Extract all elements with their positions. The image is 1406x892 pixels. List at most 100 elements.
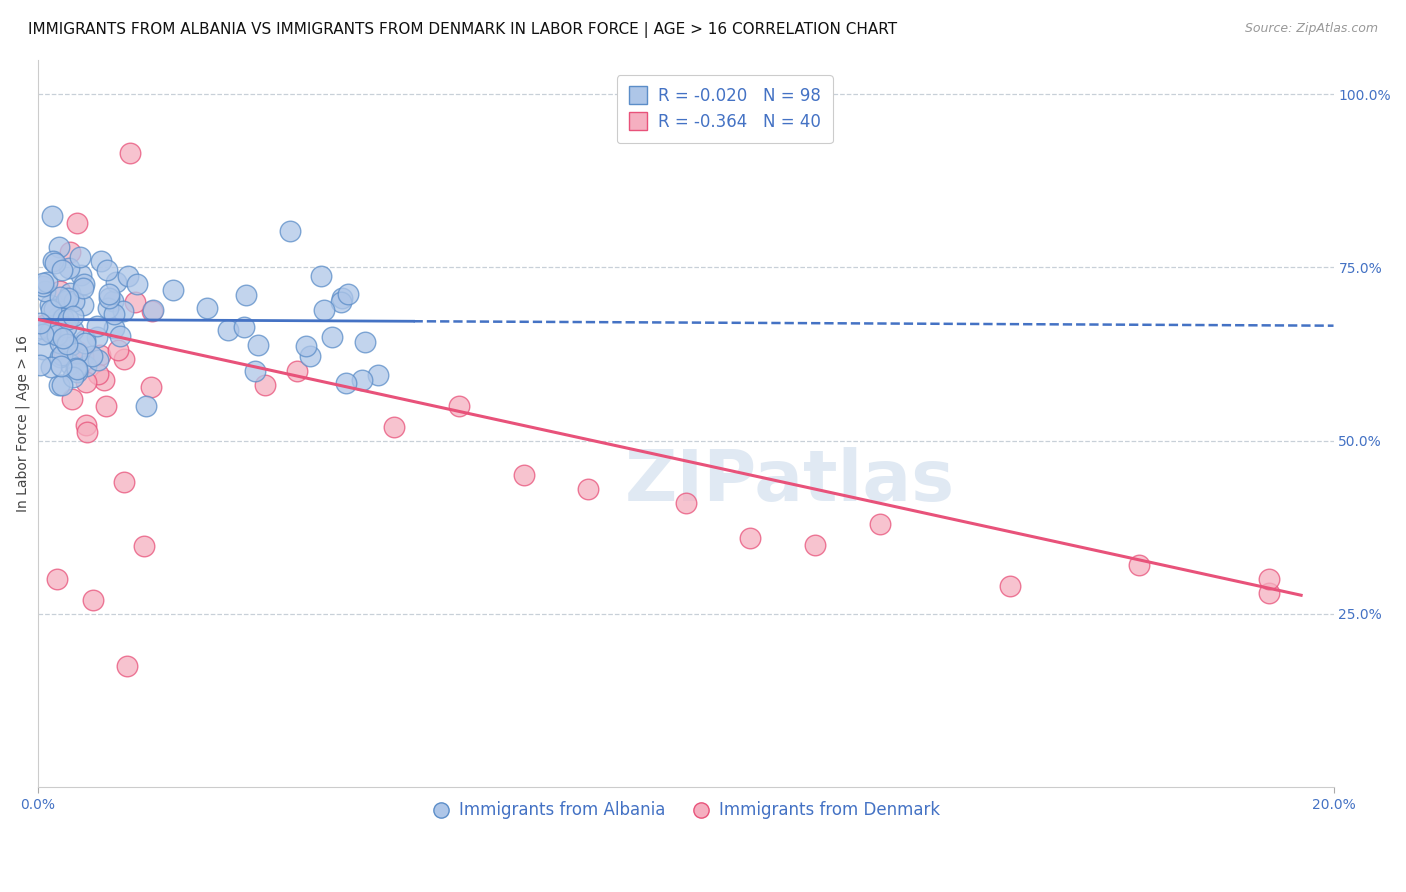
Point [101, 294, 124, 309]
Point [59, 285, 82, 300]
Point [58, 260, 80, 275]
Point [141, 304, 163, 318]
Point [32, 342, 55, 356]
Point [330, 294, 353, 309]
Point [309, 268, 332, 283]
Point [98, 291, 121, 305]
Point [34, 284, 56, 298]
Point [354, 334, 377, 349]
Point [332, 291, 354, 305]
Point [49, 359, 72, 373]
Point [73, 333, 96, 347]
Point [135, 399, 157, 413]
Legend: Immigrants from Albania, Immigrants from Denmark: Immigrants from Albania, Immigrants from… [425, 795, 946, 826]
Point [112, 475, 135, 489]
Point [115, 659, 138, 673]
Point [39, 303, 62, 318]
Text: IMMIGRANTS FROM ALBANIA VS IMMIGRANTS FROM DENMARK IN LABOR FORCE | AGE > 16 COR: IMMIGRANTS FROM ALBANIA VS IMMIGRANTS FR… [28, 22, 897, 38]
Point [62, 370, 84, 384]
Point [87, 367, 110, 381]
Point [139, 380, 162, 394]
Point [28, 316, 51, 330]
Point [51, 348, 73, 362]
Point [39, 326, 62, 340]
Point [253, 378, 276, 392]
Point [69, 268, 91, 283]
Point [38, 298, 60, 312]
Point [247, 338, 270, 352]
Point [1128, 558, 1150, 573]
Point [38, 325, 60, 339]
Point [28, 359, 51, 373]
Point [48, 240, 70, 254]
Point [89, 347, 111, 361]
Point [46, 310, 69, 324]
Point [56, 336, 79, 351]
Point [82, 593, 104, 607]
Point [41, 209, 63, 223]
Point [298, 349, 321, 363]
Point [103, 320, 125, 334]
Point [52, 332, 75, 346]
Point [65, 360, 87, 375]
Point [31, 326, 53, 341]
Point [75, 418, 97, 433]
Point [336, 286, 359, 301]
Point [280, 224, 302, 238]
Point [72, 298, 94, 312]
Point [90, 253, 112, 268]
Point [108, 329, 131, 343]
Point [48, 378, 70, 392]
Point [55, 320, 77, 334]
Point [60, 338, 83, 352]
Point [49, 291, 72, 305]
Point [52, 331, 75, 345]
Point [59, 357, 82, 371]
Point [51, 263, 73, 277]
Point [76, 425, 98, 439]
Point [59, 245, 82, 260]
Point [132, 540, 155, 554]
Text: Source: ZipAtlas.com: Source: ZipAtlas.com [1244, 22, 1378, 36]
Point [28, 321, 51, 335]
Point [75, 359, 97, 373]
Point [124, 295, 146, 310]
Point [56, 291, 79, 305]
Point [48, 335, 70, 350]
Point [62, 322, 84, 336]
Point [32, 277, 55, 291]
Point [195, 301, 218, 315]
Point [66, 216, 89, 230]
Point [112, 351, 135, 366]
Point [75, 375, 97, 389]
Point [44, 256, 66, 270]
Point [56, 312, 79, 326]
Point [96, 263, 118, 277]
Point [66, 365, 89, 379]
Point [512, 468, 534, 483]
Point [37, 275, 59, 289]
Point [367, 368, 389, 383]
Point [37, 320, 59, 334]
Point [39, 360, 62, 375]
Point [72, 281, 94, 295]
Point [998, 579, 1021, 593]
Point [675, 496, 697, 510]
Point [80, 349, 103, 363]
Point [46, 572, 69, 586]
Point [66, 345, 89, 359]
Point [98, 286, 121, 301]
Point [294, 338, 316, 352]
Point [45, 327, 67, 342]
Point [94, 399, 117, 413]
Point [1257, 586, 1279, 600]
Point [1257, 572, 1279, 586]
Point [32, 279, 55, 293]
Point [111, 304, 134, 318]
Point [53, 334, 76, 348]
Point [103, 307, 125, 321]
Point [117, 269, 139, 284]
Point [162, 284, 184, 298]
Point [142, 302, 165, 317]
Point [60, 392, 83, 407]
